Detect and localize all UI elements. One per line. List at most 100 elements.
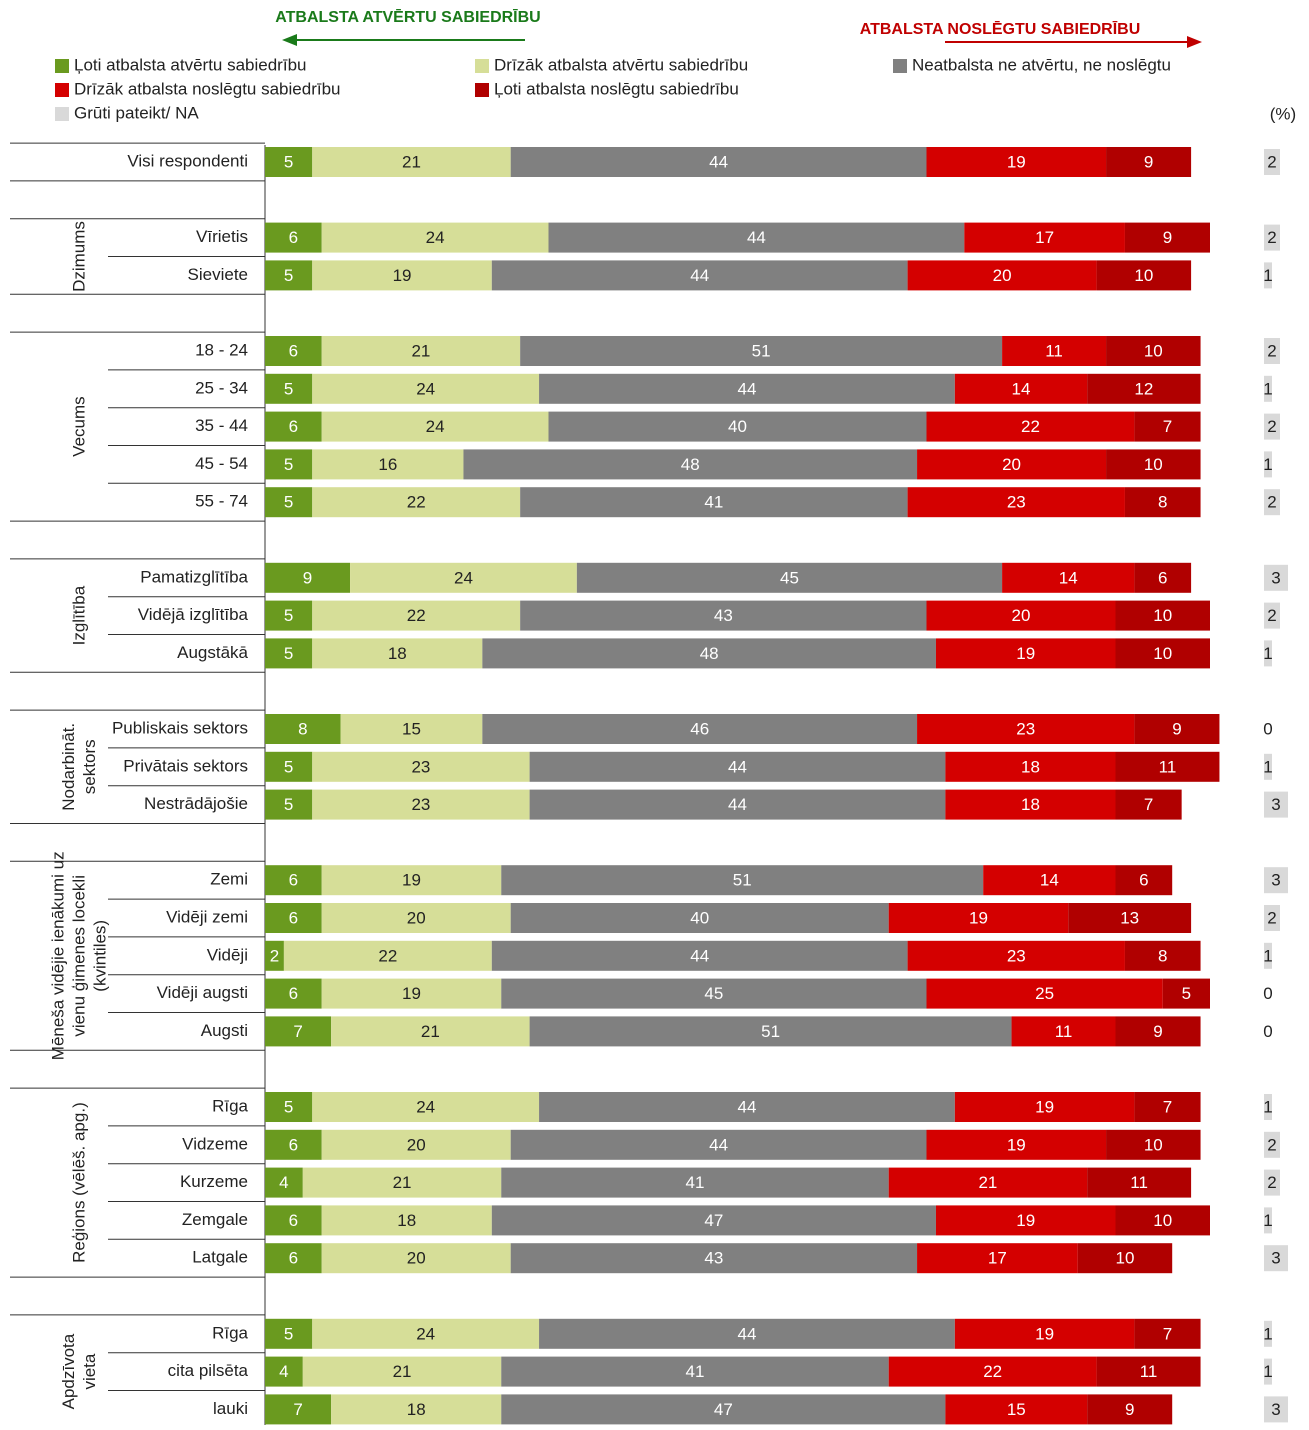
value-label: 11 [1130, 1173, 1148, 1192]
left-arrow-head [282, 34, 297, 46]
value-label: 19 [402, 984, 421, 1003]
value-label: 21 [393, 1173, 412, 1192]
bar-segment [576, 562, 1003, 593]
bar-segment [501, 1356, 889, 1387]
bar-segment [312, 487, 521, 518]
bar-segment [1134, 714, 1220, 744]
bar-segment [321, 978, 502, 1009]
value-label: 44 [709, 1135, 728, 1154]
bar-segment [1096, 260, 1192, 291]
value-label: 24 [416, 1097, 435, 1116]
value-label: 9 [1144, 152, 1153, 171]
value-label: 41 [686, 1173, 705, 1192]
legend-label: Drīzāk atbalsta atvērtu sabiedrību [494, 55, 748, 74]
bar-segment [510, 903, 889, 933]
value-label: 5 [284, 606, 293, 625]
bar-segment [510, 1243, 918, 1274]
value-label: 24 [416, 379, 435, 398]
legend-label: Ļoti atbalsta noslēgtu sabiedrību [494, 79, 739, 98]
bar-segment [265, 865, 322, 896]
value-label: 41 [704, 493, 723, 512]
na-box [1264, 338, 1280, 364]
na-box [1264, 451, 1272, 478]
bar-segment [265, 940, 284, 971]
group-label: vienu ģimenes locekli [69, 875, 88, 1037]
legend-label: Ļoti atbalsta atvērtu sabiedrību [74, 55, 306, 74]
bar-segment [312, 147, 511, 177]
value-label: 5 [284, 266, 293, 285]
na-label: 0 [1263, 984, 1272, 1003]
bar-segment [482, 638, 936, 669]
value-label: 19 [1007, 152, 1026, 171]
na-box [1264, 640, 1272, 667]
value-label: 9 [1125, 1400, 1134, 1419]
value-label: 21 [978, 1173, 997, 1192]
na-box [1264, 1207, 1272, 1234]
bar-segment [265, 1205, 322, 1236]
bar-segment [1115, 789, 1182, 820]
value-label: 45 [704, 984, 723, 1003]
value-label: 22 [378, 946, 397, 965]
legend-label: Drīzāk atbalsta noslēgtu sabiedrību [74, 79, 341, 98]
bar-segment [265, 1092, 313, 1122]
value-label: 22 [407, 493, 426, 512]
bar-segment [954, 1318, 1135, 1349]
value-label: 18 [1021, 757, 1040, 776]
value-label: 23 [1007, 493, 1026, 512]
bar-segment [265, 1167, 303, 1198]
category-label: Vidēji augsti [157, 983, 248, 1002]
value-label: 7 [293, 1400, 302, 1419]
bar-segment [312, 789, 530, 820]
na-box [1264, 149, 1280, 175]
bar-segment [491, 1205, 936, 1236]
bar-segment [265, 1318, 313, 1349]
na-label: 1 [1263, 266, 1272, 285]
legend-swatch [55, 59, 69, 73]
value-label: 11 [1140, 1362, 1158, 1381]
na-box [1264, 753, 1272, 780]
bar-segment [312, 373, 540, 404]
na-label: 2 [1267, 152, 1276, 171]
value-label: 44 [737, 1324, 756, 1343]
value-label: 43 [704, 1249, 723, 1268]
value-label: 22 [407, 606, 426, 625]
bar-segment [1124, 222, 1210, 253]
bar-segment [983, 865, 1116, 896]
bar-segment [265, 1016, 332, 1047]
value-label: 24 [426, 417, 445, 436]
value-label: 6 [289, 417, 298, 436]
bar-segment [331, 1394, 502, 1425]
bar-segment [321, 1205, 492, 1236]
na-label: 1 [1263, 455, 1272, 474]
bar-segment [265, 903, 322, 933]
bar-segment [539, 373, 955, 404]
na-label: 1 [1263, 1211, 1272, 1230]
bar-segment [935, 1205, 1116, 1236]
value-label: 24 [454, 568, 473, 587]
value-label: 14 [1012, 379, 1031, 398]
bar-segment [265, 600, 313, 631]
value-label: 22 [983, 1362, 1002, 1381]
value-label: 7 [1144, 795, 1153, 814]
value-label: 6 [289, 984, 298, 1003]
na-label: 3 [1271, 795, 1280, 814]
category-label: lauki [213, 1399, 248, 1418]
na-label: 1 [1263, 757, 1272, 776]
bar-segment [1096, 1356, 1201, 1387]
na-label: 1 [1263, 946, 1272, 965]
group-label: (kvintiles) [90, 920, 109, 992]
legend-swatch [55, 83, 69, 97]
value-label: 10 [1134, 266, 1153, 285]
bar-segment [548, 222, 965, 253]
bar-segment [907, 260, 1097, 291]
value-label: 47 [704, 1211, 723, 1230]
bar-segment [265, 373, 313, 404]
category-label: Pamatizglītība [140, 567, 248, 586]
value-label: 11 [1055, 1022, 1073, 1041]
value-label: 7 [1163, 1324, 1172, 1343]
bar-segment [265, 714, 341, 744]
bar-segment [1087, 373, 1201, 404]
value-label: 17 [988, 1249, 1007, 1268]
bar-segment [265, 1356, 303, 1387]
